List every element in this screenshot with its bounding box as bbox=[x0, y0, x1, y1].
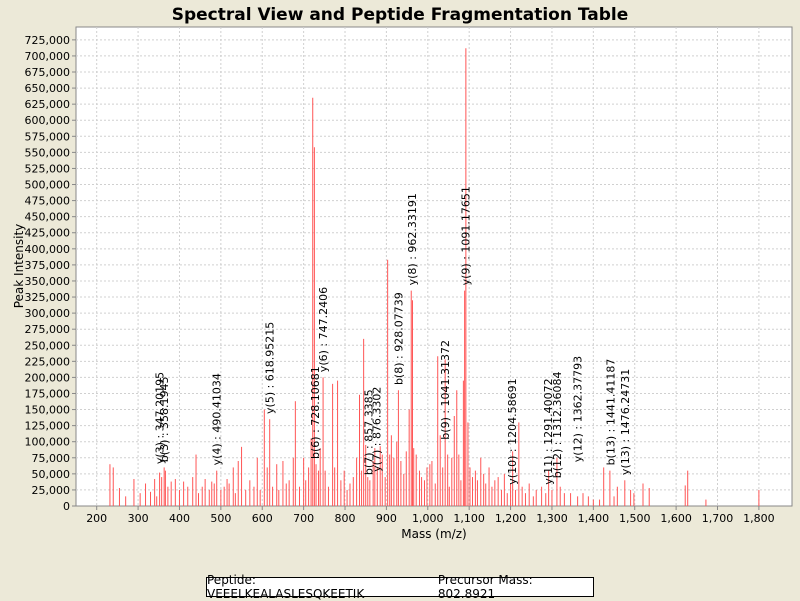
fragment-ion-label: y(6) : 747.2406 bbox=[317, 287, 330, 372]
peptide-info-box: Peptide: VEEELKEALASLESQKEETIK Precursor… bbox=[206, 573, 594, 601]
x-tick-label: 500 bbox=[210, 512, 231, 525]
fragment-ion-label: y(5) : 618.95215 bbox=[264, 322, 277, 414]
x-tick-label: 700 bbox=[293, 512, 314, 525]
y-tick-label: 250,000 bbox=[25, 339, 71, 352]
y-axis-title: Peak Intensity bbox=[12, 224, 26, 309]
fragment-ion-label: b(13) : 1441.41187 bbox=[604, 359, 617, 466]
y-tick-label: 450,000 bbox=[25, 211, 71, 224]
y-tick-label: 125,000 bbox=[25, 420, 71, 433]
fragment-ion-label: y(12) : 1362.37793 bbox=[572, 356, 585, 462]
fragment-ion-label: y(7) : 876.3302 bbox=[370, 387, 383, 472]
x-axis: 200 300 400 500 600 700 800 900 1,000 1,100 1,200 1… bbox=[86, 506, 775, 525]
grid-lines bbox=[76, 27, 792, 506]
fragment-ion-label: b(3) : 358.1945 bbox=[158, 376, 171, 462]
y-tick-label: 150,000 bbox=[25, 404, 71, 417]
peak-series bbox=[109, 48, 760, 506]
y-tick-label: 425,000 bbox=[25, 227, 71, 240]
y-tick-label: 25,000 bbox=[32, 484, 71, 497]
y-tick-label: 300,000 bbox=[25, 307, 71, 320]
x-tick-label: 1,200 bbox=[495, 512, 527, 525]
x-tick-label: 1,500 bbox=[619, 512, 651, 525]
fragment-ion-label: y(13) : 1476.24731 bbox=[619, 369, 632, 475]
chart-title: Spectral View and Peptide Fragmentation … bbox=[172, 5, 629, 25]
y-tick-label: 500,000 bbox=[25, 179, 71, 192]
x-tick-label: 1,100 bbox=[453, 512, 485, 525]
y-tick-label: 175,000 bbox=[25, 387, 71, 400]
fragment-ion-label: y(9) : 1091.17651 bbox=[459, 186, 472, 285]
x-tick-label: 1,000 bbox=[412, 512, 444, 525]
fragment-ion-label: b(8) : 928.07739 bbox=[392, 292, 405, 385]
y-tick-label: 225,000 bbox=[25, 355, 71, 368]
x-tick-label: 1,600 bbox=[660, 512, 692, 525]
y-tick-label: 200,000 bbox=[25, 371, 71, 384]
y-tick-label: 100,000 bbox=[25, 436, 71, 449]
x-tick-label: 900 bbox=[376, 512, 397, 525]
y-tick-label: 50,000 bbox=[32, 468, 71, 481]
y-tick-label: 475,000 bbox=[25, 195, 71, 208]
y-tick-label: 600,000 bbox=[25, 114, 71, 127]
x-axis-title: Mass (m/z) bbox=[401, 527, 466, 541]
x-tick-label: 1,400 bbox=[578, 512, 610, 525]
x-tick-label: 300 bbox=[128, 512, 149, 525]
x-tick-label: 1,800 bbox=[743, 512, 775, 525]
precursor-mass-label: Precursor Mass: 802.8921 bbox=[437, 573, 533, 601]
x-tick-label: 1,700 bbox=[702, 512, 734, 525]
peptide-label: Peptide: VEEELKEALASLESQKEETIK bbox=[207, 573, 365, 601]
y-tick-label: 725,000 bbox=[25, 34, 71, 47]
y-tick-label: 700,000 bbox=[25, 50, 71, 63]
plot-area bbox=[75, 26, 793, 507]
y-tick-label: 675,000 bbox=[25, 66, 71, 79]
y-tick-label: 400,000 bbox=[25, 243, 71, 256]
fragment-ion-label: y(11) : 1291.40072 bbox=[542, 378, 555, 484]
x-tick-label: 200 bbox=[86, 512, 107, 525]
y-tick-label: 275,000 bbox=[25, 323, 71, 336]
y-tick-label: 325,000 bbox=[25, 291, 71, 304]
fragment-ion-label: b(9) : 1041.31372 bbox=[439, 340, 452, 440]
y-tick-label: 350,000 bbox=[25, 275, 71, 288]
y-tick-label: 575,000 bbox=[25, 130, 71, 143]
y-tick-label: 375,000 bbox=[25, 259, 71, 272]
fragment-ion-label: y(8) : 962.33191 bbox=[406, 193, 419, 285]
y-tick-label: 525,000 bbox=[25, 162, 71, 175]
x-tick-label: 400 bbox=[169, 512, 190, 525]
y-axis: 0 25,000 50,000 75,000 100,000 125,000 150,000… bbox=[25, 34, 76, 513]
y-tick-label: 650,000 bbox=[25, 82, 71, 95]
y-tick-label: 0 bbox=[63, 500, 70, 513]
fragment-ion-label: b(12) : 1312.36084 bbox=[551, 372, 564, 479]
x-tick-label: 1,300 bbox=[536, 512, 568, 525]
y-tick-label: 550,000 bbox=[25, 146, 71, 159]
fragment-ion-label: y(10) : 1204.58691 bbox=[506, 378, 519, 484]
y-tick-label: 75,000 bbox=[32, 452, 71, 465]
y-tick-label: 625,000 bbox=[25, 98, 71, 111]
x-tick-label: 600 bbox=[252, 512, 273, 525]
fragment-ion-label: y(4) : 490.41034 bbox=[211, 373, 224, 465]
fragment-ion-label: b(6) : 728.10681 bbox=[309, 366, 322, 459]
fragment-ion-label: b(7) : 857.3385 bbox=[363, 389, 376, 475]
x-tick-label: 800 bbox=[335, 512, 356, 525]
fragment-ion-label: y(3) : 347.20195 bbox=[154, 372, 167, 464]
